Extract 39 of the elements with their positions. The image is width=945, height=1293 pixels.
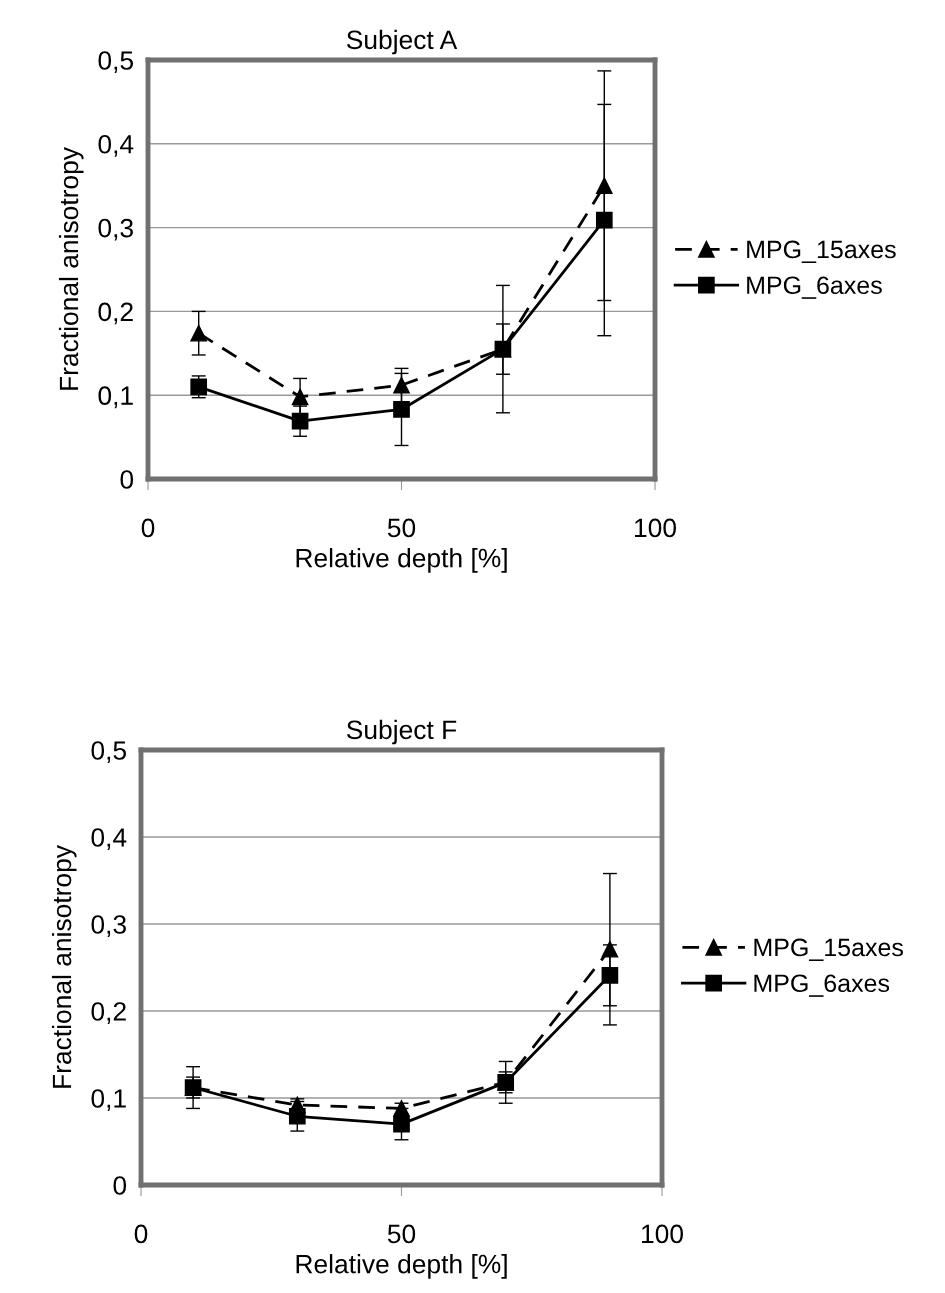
y-tick-label: 0,3 bbox=[91, 915, 126, 937]
x-tick-label: 0 bbox=[134, 1224, 148, 1244]
point bbox=[393, 1115, 410, 1133]
y-tick-label: 0,5 bbox=[91, 741, 127, 763]
point bbox=[393, 376, 410, 394]
y-tick-label: 0,4 bbox=[91, 828, 127, 850]
legend-label: MPG_15axes bbox=[747, 240, 896, 264]
y-tick-label: 0,5 bbox=[98, 51, 134, 73]
point bbox=[291, 388, 309, 406]
point bbox=[288, 1107, 306, 1125]
legend-label: MPG_15axes bbox=[754, 938, 903, 962]
point bbox=[190, 324, 208, 342]
chart-title: Subject F bbox=[346, 719, 457, 745]
x-tick-label: 100 bbox=[642, 1224, 683, 1244]
x-tick-label: 100 bbox=[635, 518, 676, 538]
x-tick-label: 50 bbox=[387, 518, 416, 538]
y-tick-label: 0,3 bbox=[98, 218, 133, 241]
x-axis-title: Relative depth [%] bbox=[296, 1254, 507, 1279]
point bbox=[291, 412, 309, 430]
legend-label: MPG_6axes bbox=[754, 974, 890, 997]
x-tick-label: 0 bbox=[141, 518, 155, 538]
y-axis-title: Fractional anisotropy bbox=[51, 845, 77, 1088]
point bbox=[601, 966, 619, 984]
x-axis-title: Relative depth [%] bbox=[296, 548, 507, 573]
x-tick-label: 50 bbox=[387, 1224, 416, 1244]
y-tick-label: 0,1 bbox=[98, 386, 133, 409]
legend-label: MPG_6axes bbox=[747, 276, 882, 299]
y-axis-title: Fractional anisotropy bbox=[58, 147, 84, 390]
y-tick-label: 0,2 bbox=[91, 1002, 126, 1024]
y-tick-label: 0,1 bbox=[91, 1089, 126, 1111]
point bbox=[595, 211, 613, 229]
point bbox=[601, 940, 619, 958]
chart-title: Subject A bbox=[346, 29, 458, 55]
y-tick-label: 0,2 bbox=[98, 302, 133, 325]
y-tick-label: 0 bbox=[113, 1176, 127, 1195]
y-tick-label: 0 bbox=[120, 470, 134, 489]
point bbox=[595, 177, 613, 195]
point bbox=[393, 401, 410, 418]
y-tick-label: 0,4 bbox=[98, 134, 134, 157]
